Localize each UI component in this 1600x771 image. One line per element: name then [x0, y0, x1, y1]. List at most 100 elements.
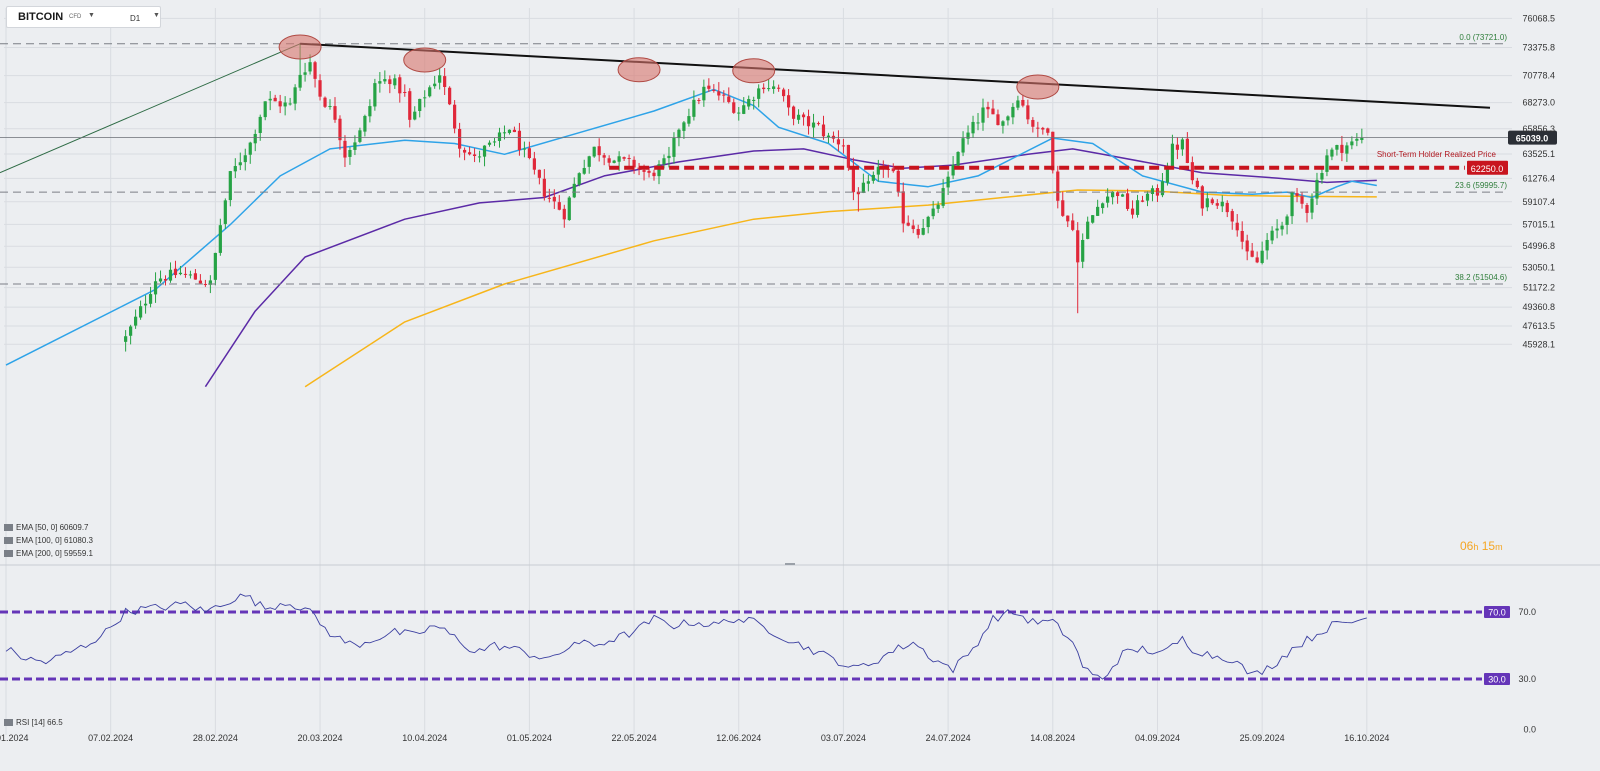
- resistance-line: [300, 42, 1491, 109]
- candle-body: [438, 75, 442, 83]
- candle-body: [816, 123, 821, 125]
- candle-body: [1265, 239, 1269, 251]
- price-tick-label: 51172.2: [1523, 283, 1555, 293]
- candle-body: [1250, 250, 1254, 257]
- candle-body: [1185, 138, 1189, 163]
- candle-body: [233, 166, 237, 172]
- candle-body: [268, 98, 272, 101]
- date-tick-label: 28.02.2024: [193, 733, 238, 743]
- candle-body: [722, 94, 726, 96]
- price-tick-label: 68273.0: [1522, 98, 1555, 108]
- candle-body: [1240, 230, 1244, 242]
- price-tick-label: 63525.1: [1522, 149, 1555, 159]
- rsi-tick-label: 0.0: [1523, 724, 1536, 734]
- candle-body: [328, 106, 332, 108]
- date-tick-label: 17.01.2024: [0, 733, 29, 743]
- candle-body: [1325, 155, 1329, 172]
- candle-body: [1051, 131, 1055, 171]
- candle-body: [1041, 127, 1045, 130]
- timeframe-chevron-down-icon[interactable]: ▼: [153, 12, 160, 19]
- date-tick-label: 07.02.2024: [88, 733, 133, 743]
- candle-body: [453, 104, 457, 129]
- candle-body: [129, 326, 133, 336]
- candle-body: [482, 145, 487, 157]
- candle-body: [662, 158, 666, 165]
- candle-body: [547, 197, 551, 199]
- candle-body: [278, 101, 282, 107]
- candle-body: [383, 79, 387, 82]
- candle-body: [991, 108, 995, 115]
- candle-body: [577, 173, 581, 185]
- candle-body: [762, 87, 766, 90]
- candle-body: [1101, 203, 1105, 209]
- candle-body: [652, 172, 656, 177]
- price-tick-label: 54996.8: [1522, 241, 1555, 251]
- candle-body: [592, 146, 596, 157]
- price-tick-label: 53050.1: [1522, 262, 1555, 272]
- candle-body: [1036, 127, 1040, 129]
- candle-body: [1360, 137, 1364, 140]
- candle-body: [911, 225, 915, 230]
- candle-body: [537, 169, 541, 178]
- symbol-selector[interactable]: BITCOIN CFD ▼ D1 ▼: [6, 6, 161, 28]
- date-tick-label: 22.05.2024: [612, 733, 657, 743]
- candle-body: [707, 85, 711, 89]
- candle-body: [248, 142, 252, 155]
- candle-body: [1215, 203, 1219, 206]
- candle-body: [607, 158, 611, 163]
- candle-body: [916, 228, 920, 235]
- indicator-icon: [4, 550, 13, 557]
- candle-body: [338, 118, 342, 141]
- candle-body: [527, 148, 531, 159]
- candle-body: [996, 114, 1000, 126]
- candle-body: [408, 91, 412, 120]
- candle-body: [348, 150, 352, 157]
- timeframe-label: D1: [130, 14, 141, 23]
- candle-body: [602, 155, 606, 158]
- candle-body: [378, 81, 382, 84]
- rsi-level-tag: [1484, 606, 1510, 618]
- candle-body: [1125, 193, 1130, 209]
- candle-body: [856, 191, 860, 195]
- candle-body: [891, 168, 895, 172]
- legend-ema50[interactable]: EMA [50, 0] 60609.7: [4, 523, 89, 532]
- candle-body: [433, 83, 437, 87]
- legend-ema200[interactable]: EMA [200, 0] 59559.1: [4, 549, 93, 558]
- date-tick-label: 12.06.2024: [716, 733, 761, 743]
- candle-body: [467, 152, 472, 155]
- candle-body: [148, 294, 153, 304]
- current-price-tag-label: 65039.0: [1516, 134, 1549, 144]
- candle-body: [926, 216, 930, 228]
- date-tick-label: 10.04.2024: [402, 733, 447, 743]
- candle-body: [562, 208, 566, 220]
- candle-body: [213, 252, 217, 280]
- candle-body: [697, 100, 701, 102]
- candle-body: [472, 154, 477, 157]
- symbol-type: CFD: [69, 14, 82, 20]
- candle-body: [333, 106, 337, 120]
- legend-rsi[interactable]: RSI [14] 66.5: [4, 718, 63, 727]
- candle-body: [1200, 186, 1204, 209]
- candle-body: [587, 156, 591, 167]
- candle-body: [368, 106, 372, 117]
- candle-body: [448, 87, 452, 105]
- candle-body: [572, 183, 576, 198]
- candle-body: [1320, 173, 1324, 180]
- candle-body: [203, 283, 207, 285]
- candle-body: [1096, 206, 1100, 216]
- candle-body: [582, 167, 586, 174]
- candle-body: [976, 122, 980, 124]
- candle-body: [388, 79, 392, 85]
- candle-body: [1230, 211, 1234, 222]
- fib-0-level-label: 0.0 (73721.0): [1459, 33, 1507, 42]
- candle-body: [921, 228, 925, 235]
- candle-body: [841, 145, 846, 147]
- chevron-down-icon[interactable]: ▼: [88, 12, 95, 19]
- candle-body: [647, 170, 651, 173]
- candle-body: [791, 106, 796, 119]
- candle-body: [1135, 200, 1140, 215]
- legend-ema100[interactable]: EMA [100, 0] 61080.3: [4, 536, 93, 545]
- price-tick-label: 65856.3: [1522, 124, 1555, 134]
- candle-body: [198, 280, 203, 284]
